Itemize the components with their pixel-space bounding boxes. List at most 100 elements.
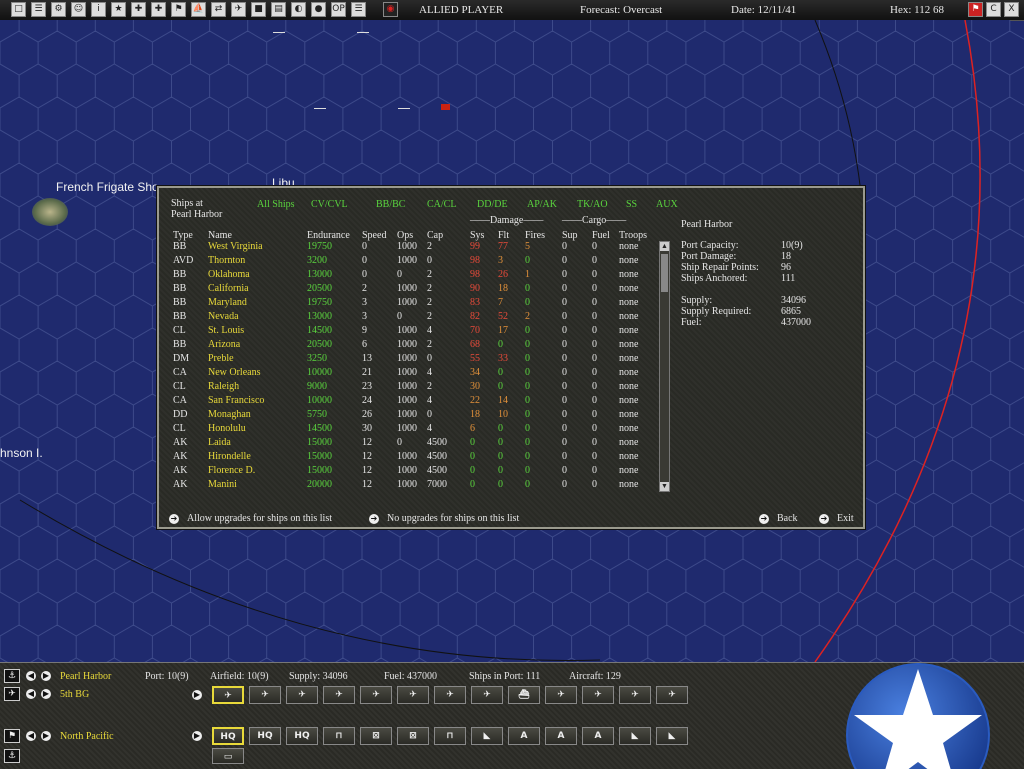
- ground-unit-icon[interactable]: ⊓: [323, 727, 355, 745]
- ship-row[interactable]: CL Raleigh 9000 23 1000 2 30 0 0 0 0 none: [159, 381, 659, 395]
- cell-name[interactable]: Arizona: [208, 339, 241, 350]
- next-air-unit-icon[interactable]: ▶: [41, 689, 51, 699]
- plane-icon[interactable]: ✈: [471, 686, 503, 704]
- header-fires[interactable]: Fires: [525, 230, 545, 241]
- ship-row[interactable]: DM Preble 3250 13 1000 0 55 33 0 0 0 none: [159, 353, 659, 367]
- list-icon[interactable]: ▤: [271, 2, 286, 17]
- header-type[interactable]: Type: [173, 230, 193, 241]
- cell-name[interactable]: California: [208, 283, 249, 294]
- scroll-down-icon[interactable]: ▼: [660, 482, 669, 491]
- swap-icon[interactable]: ⇄: [211, 2, 226, 17]
- ship-row[interactable]: AVD Thornton 3200 0 1000 0 98 3 0 0 0 none: [159, 255, 659, 269]
- tab-dd-de[interactable]: DD/DE: [477, 199, 508, 210]
- ship-icon[interactable]: ⚓: [4, 749, 20, 763]
- plane-icon[interactable]: ✈: [397, 686, 429, 704]
- cell-name[interactable]: New Orleans: [208, 367, 261, 378]
- ship-row[interactable]: CL St. Louis 14500 9 1000 4 70 17 0 0 0 none: [159, 325, 659, 339]
- gear-icon[interactable]: ⚙: [51, 2, 66, 17]
- plane-icon[interactable]: ✈: [4, 687, 20, 701]
- header-name[interactable]: Name: [208, 230, 232, 241]
- plane-icon[interactable]: ✈: [323, 686, 355, 704]
- ground-units-arrow-icon[interactable]: ▶: [192, 731, 202, 741]
- tab-cv-cvl[interactable]: CV/CVL: [311, 199, 348, 210]
- scroll-up-icon[interactable]: ▲: [660, 242, 669, 251]
- cell-name[interactable]: Florence D.: [208, 465, 256, 476]
- info-icon[interactable]: i: [91, 2, 106, 17]
- header-sys[interactable]: Sys: [470, 230, 485, 241]
- plane-icon[interactable]: ✈: [286, 686, 318, 704]
- flag-icon[interactable]: ⚑: [171, 2, 186, 17]
- globe-icon[interactable]: ●: [311, 2, 326, 17]
- ship-row[interactable]: AK Laida 15000 12 0 4500 0 0 0 0 0 none: [159, 437, 659, 451]
- tab-aux[interactable]: AUX: [656, 199, 678, 210]
- air-units-arrow-icon[interactable]: ▶: [192, 690, 202, 700]
- ground-unit-icon[interactable]: A: [508, 727, 540, 745]
- cell-name[interactable]: Honolulu: [208, 423, 246, 434]
- tab-bb-bc[interactable]: BB/BC: [376, 199, 406, 210]
- enemy-ship-marker[interactable]: [441, 104, 450, 110]
- seaplane-icon[interactable]: ⛴: [508, 686, 540, 704]
- tab-ap-ak[interactable]: AP/AK: [527, 199, 558, 210]
- circle-icon[interactable]: ◉: [383, 2, 398, 17]
- hq-unit-icon[interactable]: HQ: [212, 727, 244, 745]
- ship-row[interactable]: BB Arizona 20500 6 1000 2 68 0 0 0 0 none: [159, 339, 659, 353]
- tab-ss[interactable]: SS: [626, 199, 638, 210]
- ground-unit-icon[interactable]: A: [545, 727, 577, 745]
- hq-unit-icon[interactable]: HQ: [286, 727, 318, 745]
- cell-name[interactable]: Hirondelle: [208, 451, 251, 462]
- plane-icon[interactable]: ✈: [231, 2, 246, 17]
- cell-name[interactable]: Preble: [208, 353, 234, 364]
- ship-row[interactable]: CL Honolulu 14500 30 1000 4 6 0 0 0 0 none: [159, 423, 659, 437]
- ship-row[interactable]: DD Monaghan 5750 26 1000 0 18 10 0 0 0 none: [159, 409, 659, 423]
- red-cross-icon[interactable]: ✚: [131, 2, 146, 17]
- red-cross-icon[interactable]: ✚: [151, 2, 166, 17]
- ship-marker[interactable]: [273, 32, 285, 33]
- ground-unit-icon[interactable]: ⊓: [434, 727, 466, 745]
- prev-base-icon[interactable]: ◀: [26, 671, 36, 681]
- menu-icon[interactable]: ☰: [351, 2, 366, 17]
- air-unit-name[interactable]: 5th BG: [60, 689, 90, 700]
- next-base-icon[interactable]: ▶: [41, 671, 51, 681]
- header-fuel[interactable]: Fuel: [592, 230, 610, 241]
- plane-icon[interactable]: ✈: [212, 686, 244, 704]
- ship-list-scrollbar[interactable]: ▲ ▼: [659, 241, 670, 492]
- center-button[interactable]: C: [986, 2, 1001, 17]
- cell-name[interactable]: St. Louis: [208, 325, 245, 336]
- ship-row[interactable]: BB Oklahoma 13000 0 0 2 98 26 1 0 0 none: [159, 269, 659, 283]
- ships-in-port[interactable]: Ships in Port: 111: [469, 671, 541, 682]
- ship-row[interactable]: AK Manini 20000 12 1000 7000 0 0 0 0 0 none: [159, 479, 659, 493]
- ship-row[interactable]: CA New Orleans 10000 21 1000 4 34 0 0 0 0 none: [159, 367, 659, 381]
- ship-icon[interactable]: ⛵: [191, 2, 206, 17]
- flag-icon[interactable]: ⚑: [4, 729, 20, 743]
- plane-icon[interactable]: ✈: [434, 686, 466, 704]
- tab-tk-ao[interactable]: TK/AO: [577, 199, 608, 210]
- ship-row[interactable]: CA San Francisco 10000 24 1000 4 22 14 0 0 0 none: [159, 395, 659, 409]
- flag-icon[interactable]: ■: [251, 2, 266, 17]
- star-icon[interactable]: ★: [111, 2, 126, 17]
- ship-marker[interactable]: [314, 108, 326, 109]
- scroll-thumb[interactable]: [661, 254, 668, 292]
- anchor-icon[interactable]: ⚓: [4, 669, 20, 683]
- header-sup[interactable]: Sup: [562, 230, 578, 241]
- op-icon[interactable]: OP: [331, 2, 346, 17]
- command-name[interactable]: North Pacific: [60, 731, 114, 742]
- ship-row[interactable]: BB Maryland 19750 3 1000 2 83 7 0 0 0 none: [159, 297, 659, 311]
- ship-list[interactable]: BB West Virginia 19750 0 1000 2 99 77 5 0 0 none AVD…: [159, 241, 659, 493]
- next-command-icon[interactable]: ▶: [41, 731, 51, 741]
- ship-marker[interactable]: [357, 32, 369, 33]
- prev-command-icon[interactable]: ◀: [26, 731, 36, 741]
- window-icon[interactable]: □: [11, 2, 26, 17]
- ship-row[interactable]: BB West Virginia 19750 0 1000 2 99 77 5 0 0 none: [159, 241, 659, 255]
- prev-air-unit-icon[interactable]: ◀: [26, 689, 36, 699]
- unit-icon[interactable]: ▭: [212, 748, 244, 764]
- group-icon[interactable]: ☺: [71, 2, 86, 17]
- header-cap[interactable]: Cap: [427, 230, 444, 241]
- ship-row[interactable]: AK Hirondelle 15000 12 1000 4500 0 0 0 0 0 none: [159, 451, 659, 465]
- header-flt[interactable]: Flt: [498, 230, 510, 241]
- plane-icon[interactable]: ✈: [619, 686, 651, 704]
- tab-ca-cl[interactable]: CA/CL: [427, 199, 457, 210]
- ship-row[interactable]: BB Nevada 13000 3 0 2 82 52 2 0 0 none: [159, 311, 659, 325]
- cell-name[interactable]: Oklahoma: [208, 269, 250, 280]
- base-name[interactable]: Pearl Harbor: [60, 671, 112, 682]
- ground-unit-icon[interactable]: A: [582, 727, 614, 745]
